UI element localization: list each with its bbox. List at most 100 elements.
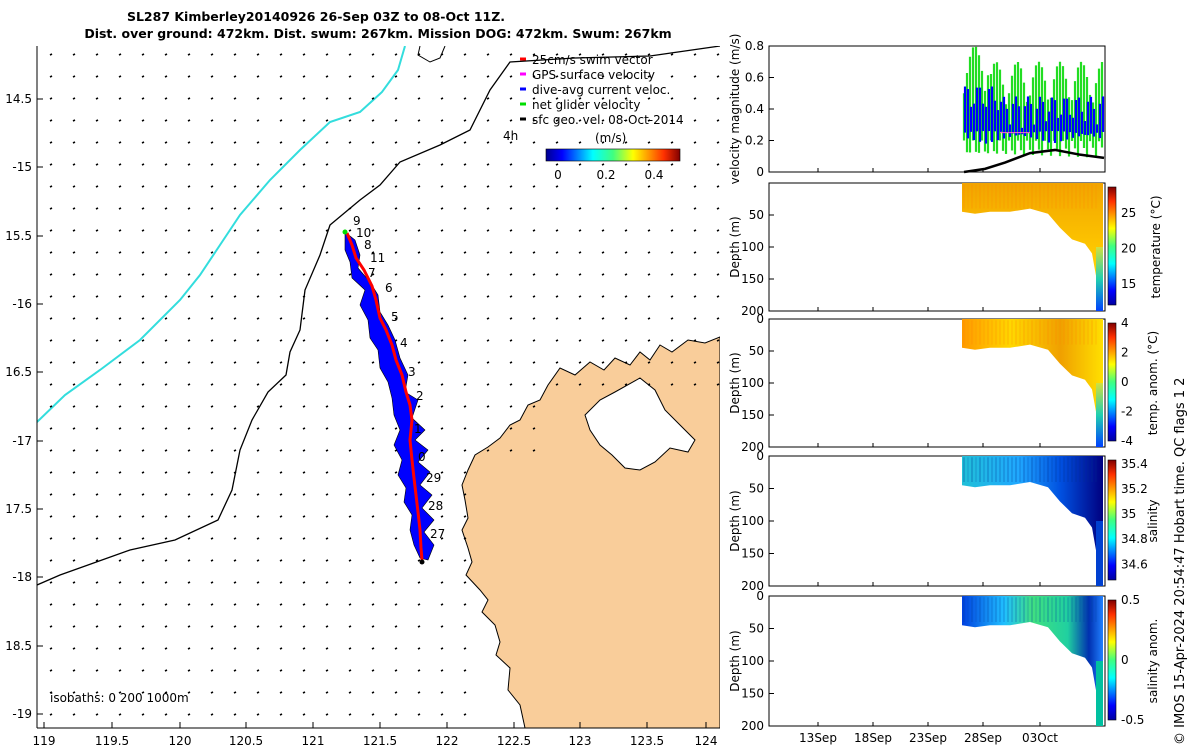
reference-line — [37, 46, 406, 423]
colorbar-tick: 0.5 — [1121, 593, 1140, 607]
land-mass — [461, 336, 720, 728]
x-tick: 18Sep — [854, 731, 892, 745]
colorbar-tick-0: 0 — [554, 168, 562, 182]
day-label: 9 — [353, 214, 361, 228]
colorbar-label: temperature (°C) — [1149, 196, 1163, 299]
map-y-tick: -18 — [12, 570, 32, 584]
isobath-line — [37, 46, 720, 586]
colorbar-tick: -2 — [1121, 405, 1133, 419]
day-label: 29 — [426, 471, 441, 485]
panel-1: 50 100 150 200 Depth (m) 25 20 15 temperature (°… — [728, 182, 1163, 318]
isobath-coastal — [417, 46, 446, 63]
map-y-tick: -19 — [12, 707, 32, 721]
section-fill — [962, 183, 1103, 311]
y-tick: 0.8 — [745, 39, 764, 53]
day-label: 2 — [416, 389, 424, 403]
section-colorbar — [1107, 186, 1117, 306]
time-series-panels: 0.8 0.6 0.4 0.2 0 velocity magnitude (m/s) 50 1… — [728, 34, 1163, 745]
colorbar-tick: 20 — [1121, 241, 1136, 255]
section-fill — [962, 456, 1103, 586]
y-tick: 100 — [741, 376, 764, 390]
legend-label: sfc geo. vel. 08-Oct-2014 — [532, 113, 684, 127]
day-label: 5 — [391, 310, 399, 324]
y-tick: 150 — [741, 272, 764, 286]
panel-0: 0.8 0.6 0.4 0.2 0 velocity magnitude (m/s) — [728, 34, 1106, 185]
map-y-tick: 15.5 — [5, 229, 32, 243]
day-label: 7 — [368, 266, 376, 280]
y-axis-label: Depth (m) — [728, 352, 742, 413]
colorbar-tick: -4 — [1121, 434, 1133, 448]
y-tick: 100 — [741, 514, 764, 528]
section-colorbar — [1107, 599, 1117, 721]
colorbar-tick: 0 — [1121, 653, 1129, 667]
inlet — [584, 377, 696, 471]
map-y-tick: 16.5 — [5, 365, 32, 379]
map-y-tick: -17 — [12, 434, 32, 448]
map-x-tick: 123 — [569, 734, 592, 748]
legend-label: 25cm/s swim vector — [532, 53, 653, 67]
colorbar-tick: 25 — [1121, 206, 1136, 220]
section-colorbar — [1107, 322, 1117, 442]
y-tick: 100 — [741, 240, 764, 254]
colorbar-tick: -0.5 — [1121, 713, 1144, 727]
colorbar-tick: 2 — [1121, 346, 1129, 360]
day-label: 0 — [418, 450, 426, 464]
y-tick: 0 — [756, 165, 764, 179]
section-fill — [962, 319, 1103, 447]
y-tick: 150 — [741, 547, 764, 561]
colorbar-tick: 35.2 — [1121, 482, 1148, 496]
map-x-tick: 119.5 — [95, 734, 129, 748]
colorbar-tick: 34.6 — [1121, 557, 1148, 571]
colorbar-tick-1: 0.2 — [596, 168, 615, 182]
y-axis-label: Depth (m) — [728, 630, 742, 691]
section-fill — [962, 596, 1103, 726]
map-y-tick: 14.5 — [5, 92, 32, 106]
x-tick: 13Sep — [799, 731, 837, 745]
y-tick: 150 — [741, 408, 764, 422]
map-x-tick: 124 — [695, 734, 718, 748]
x-tick: 03Oct — [1022, 731, 1058, 745]
y-axis-label: Depth (m) — [728, 216, 742, 277]
section-colorbar — [1107, 459, 1117, 581]
y-tick: 50 — [749, 344, 764, 358]
day-label: 6 — [385, 281, 393, 295]
y-tick: 200 — [741, 579, 764, 593]
y-tick: 150 — [741, 687, 764, 701]
y-tick: 200 — [741, 304, 764, 318]
colorbar-label: salinity — [1146, 499, 1160, 542]
day-label: 8 — [364, 238, 372, 252]
x-tick: 28Sep — [964, 731, 1002, 745]
map-y-tick: 17.5 — [5, 502, 32, 516]
surface-velocity-field — [49, 53, 720, 716]
day-label: 10 — [356, 226, 371, 240]
copyright-note: © IMOS 15-Apr-2024 20:54:47 Hobart time.… — [1173, 378, 1188, 745]
map-x-tick: 120.5 — [229, 734, 263, 748]
legend-label: GPS surface velocity — [532, 68, 655, 82]
y-tick: 0.4 — [745, 102, 764, 116]
map-x-tick: 119 — [33, 734, 56, 748]
speed-colorbar — [545, 148, 681, 162]
colorbar-label: salinity anom. — [1146, 619, 1160, 704]
y-tick: 0.6 — [745, 71, 764, 85]
y-axis-label: Depth (m) — [728, 490, 742, 551]
title-line-2: Dist. over ground: 472km. Dist. swum: 26… — [84, 26, 671, 41]
y-axis-label: velocity magnitude (m/s) — [728, 34, 742, 185]
map-y-tick: -16 — [12, 297, 32, 311]
y-tick: 50 — [749, 208, 764, 222]
map-y-tick: -15 — [12, 160, 32, 174]
day-label: 28 — [428, 499, 443, 513]
legend-label: net glider velocity — [532, 98, 640, 112]
colorbar-tick: 35.4 — [1121, 457, 1148, 471]
glider-track — [342, 229, 435, 565]
x-tick: 23Sep — [909, 731, 947, 745]
y-tick: 50 — [749, 482, 764, 496]
day-label: 4 — [400, 336, 408, 350]
day-label: 1 — [414, 422, 422, 436]
y-tick: 50 — [749, 622, 764, 636]
y-tick: 0 — [756, 449, 764, 463]
colorbar-tick: 35 — [1121, 507, 1136, 521]
